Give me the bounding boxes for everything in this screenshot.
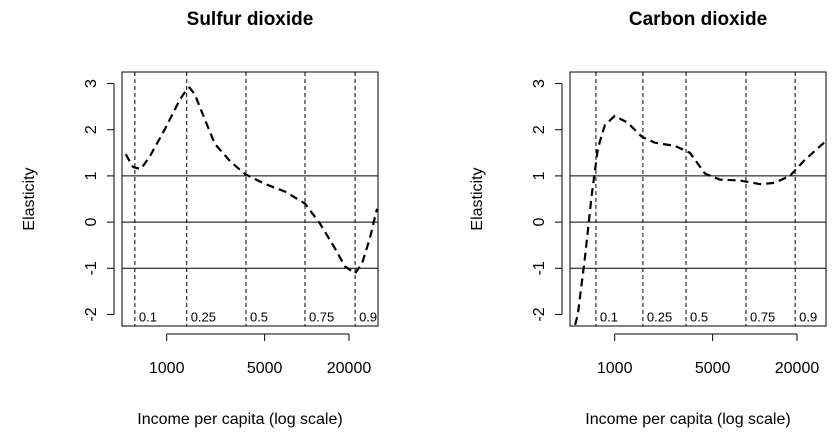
y-tick-label: -1: [83, 261, 100, 275]
x-tick-label: 1000: [597, 360, 633, 377]
y-tick-label: -1: [531, 261, 548, 275]
y-axis-label: Elasticity: [469, 167, 486, 230]
quantile-label: 0.5: [250, 309, 268, 324]
quantile-label: 0.75: [750, 309, 775, 324]
y-tick-label: 3: [83, 79, 100, 88]
x-tick-label: 1000: [149, 360, 185, 377]
quantile-label: 0.9: [799, 309, 817, 324]
panel: Carbon dioxide -2 -1 0 1 2 3 Elasticity 1000 5000…: [469, 9, 827, 428]
x-axis-label: Income per capita (log scale): [585, 411, 790, 428]
quantile-label: 0.25: [191, 309, 216, 324]
data-line: [124, 86, 378, 275]
y-tick-label: 1: [531, 171, 548, 180]
y-tick-label: 0: [531, 218, 548, 227]
y-axis-label: Elasticity: [21, 167, 38, 230]
chart-title: Sulfur dioxide: [187, 9, 314, 30]
y-tick-label: -2: [83, 307, 100, 321]
y-tick-label: 2: [83, 125, 100, 134]
data-line: [573, 114, 826, 326]
x-tick-label: 5000: [695, 360, 731, 377]
quantile-label: 0.75: [309, 309, 334, 324]
chart-title: Carbon dioxide: [629, 9, 767, 30]
y-tick-label: 2: [531, 125, 548, 134]
plot-box: [569, 71, 827, 327]
quantile-label: 0.1: [600, 309, 618, 324]
panel: Sulfur dioxide -2 -1 0 1 2 3 Elasticity 1000 5000…: [21, 9, 379, 428]
y-tick-label: 0: [83, 218, 100, 227]
y-tick-label: -2: [531, 307, 548, 321]
x-axis-label: Income per capita (log scale): [137, 411, 342, 428]
quantile-label: 0.5: [690, 309, 708, 324]
quantile-label: 0.9: [359, 309, 377, 324]
x-tick-label: 20000: [775, 360, 820, 377]
quantile-label: 0.1: [139, 309, 157, 324]
plot-box: [121, 71, 379, 327]
y-tick-label: 3: [531, 79, 548, 88]
x-tick-label: 20000: [327, 360, 372, 377]
quantile-label: 0.25: [647, 309, 672, 324]
x-tick-label: 5000: [247, 360, 283, 377]
y-tick-label: 1: [83, 171, 100, 180]
